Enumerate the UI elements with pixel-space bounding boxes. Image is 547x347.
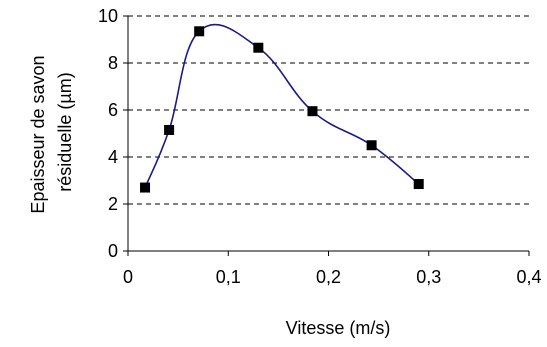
data-point-2 [194,26,205,37]
data-point-5 [366,140,377,151]
y-tick-label-3: 6 [108,100,118,120]
data-point-4 [307,106,318,117]
data-point-0 [140,182,151,193]
grid-lines [128,15,529,205]
y-tick-label-4: 8 [108,53,118,73]
x-tick-label-1: 0,1 [216,267,241,287]
y-tick-label-0: 0 [108,241,118,261]
y-tick-label-1: 2 [108,194,118,214]
x-axis-title: Vitesse (m/s) [286,318,391,338]
data-point-3 [253,42,264,53]
x-tick-label-2: 0,2 [316,267,341,287]
y-tick-labels: 0 2 4 6 8 10 [98,6,118,261]
y-axis-title: Epaisseur de savon résiduelle (µm) [28,50,75,213]
axes [123,15,530,256]
x-tick-label-4: 0,4 [516,267,541,287]
data-point-1 [164,124,175,135]
y-tick-label-5: 10 [98,6,118,26]
y-axis-title-line-1: Epaisseur de savon [28,55,48,213]
x-tick-label-3: 0,3 [416,267,441,287]
data-point-6 [413,179,424,190]
y-tick-label-2: 4 [108,147,118,167]
data-series [140,23,424,193]
y-axis-title-line-2: résiduelle (µm) [55,72,75,191]
x-tick-labels: 0 0,1 0,2 0,3 0,4 [123,267,542,287]
series-curve-0 [144,23,420,188]
x-tick-label-0: 0 [123,267,133,287]
